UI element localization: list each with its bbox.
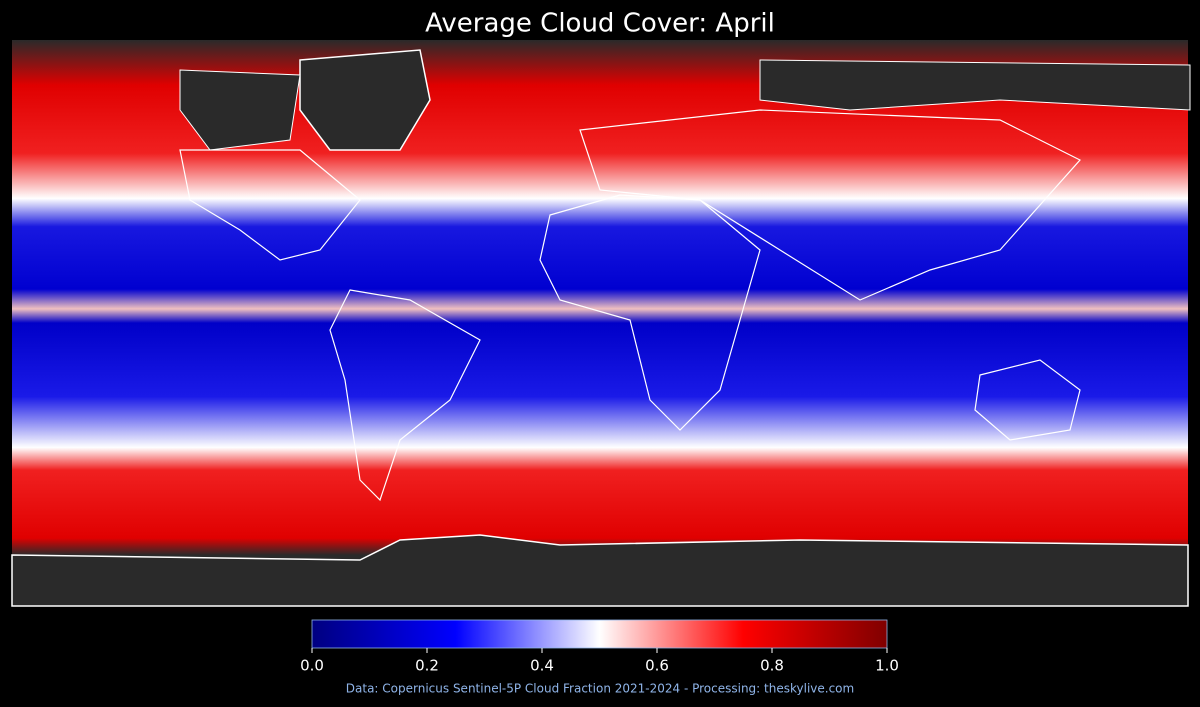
australia [974,359,1081,441]
source-note: Data: Copernicus Sentinel-5P Cloud Fract… [346,682,854,696]
tick-label: 0.8 [760,657,784,675]
tick-label: 0.0 [300,657,324,675]
north-america [179,149,361,261]
siberia [759,59,1191,111]
title: Average Cloud Cover: April [425,9,775,39]
eurasia [579,109,1081,301]
colorbar [311,619,888,649]
tick-label: 0.2 [415,657,439,675]
antarctica [11,534,1189,607]
tick-label: 0.4 [530,657,554,675]
cloud-field [12,40,1188,606]
map [11,40,1191,607]
tick-label: 0.6 [645,657,669,675]
south-america [329,289,481,502]
arctic-canada [179,69,301,151]
greenland [299,49,431,151]
tick-label: 1.0 [875,657,899,675]
